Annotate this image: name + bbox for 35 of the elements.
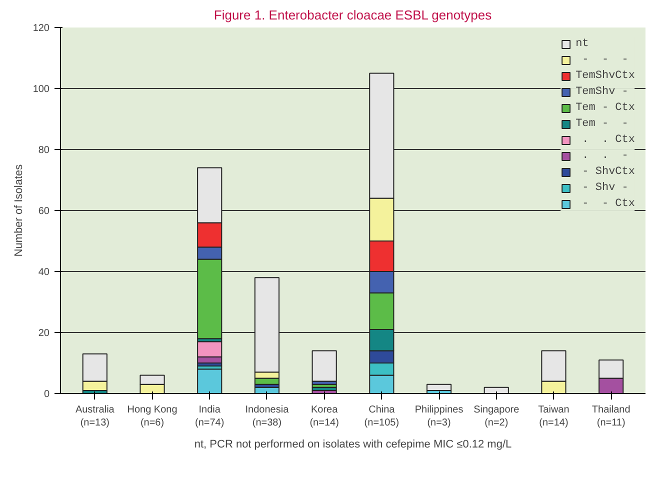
x-tick-label: Singapore (n=2) [474,404,520,429]
text: nt, PCR not performed on isolates with cefepime MIC ≤0.12 mg/L [194,438,512,450]
x-tick-label: Hong Kong (n=6) [127,404,178,429]
y-tick-label: 100 [32,84,50,95]
y-tick-label: 40 [38,267,50,278]
bar [426,384,452,391]
y-tick-label: 0 [44,389,50,400]
legend-label: . . - [581,149,628,163]
y-tick-label: 20 [38,328,50,339]
y-tick-label: 80 [38,145,50,156]
legend-label: TemShv - [576,85,628,99]
legend-label: - - Ctx [581,197,635,211]
x-tick-label: Indonesia (n=38) [245,404,290,429]
x-tick-label: China (n=105) [364,404,400,429]
x-tick-label: Thailand (n=11) [592,404,630,429]
legend-label: . . Ctx [581,133,635,147]
legend-label: nt [576,37,590,51]
x-tick-label: Australia (n=13) [75,404,115,429]
x-tick-label: Philippines (n=3) [414,404,464,429]
x-tick-label: India (n=74) [195,404,224,429]
legend-label: Tem - Ctx [576,101,635,115]
legend-label: - - - [581,53,628,67]
chart-title: Figure 1. Enterobacter cloacae ESBL genotypes [214,8,492,22]
bar [197,368,222,394]
legend-label: - Shv - [581,181,628,195]
y-tick-label: 60 [38,206,50,217]
bar [312,350,337,382]
legend-label: Tem - - [576,117,628,131]
bar [484,386,509,394]
x-tick-label: Taiwan (n=14) [538,404,570,429]
legend-label: - ShvCtx [581,165,635,179]
y-tick-label: 120 [32,23,50,34]
y-axis-title: Number of Isolates [12,164,25,257]
legend-label: TemShvCtx [576,69,635,83]
x-tick-label: Korea (n=14) [310,404,339,429]
